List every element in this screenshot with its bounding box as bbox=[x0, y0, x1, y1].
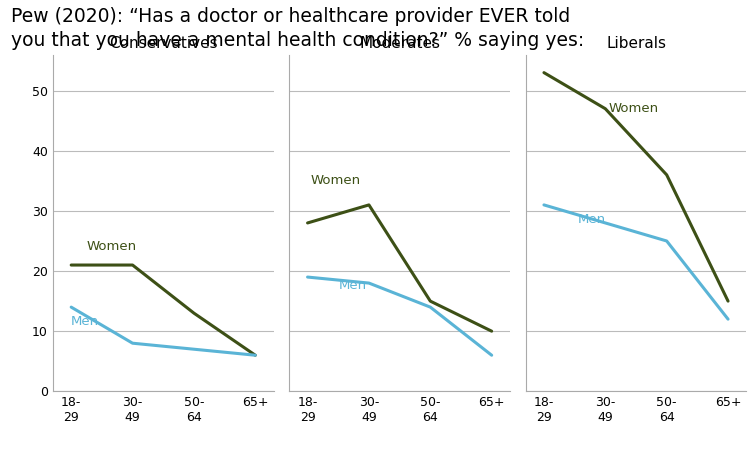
Text: Women: Women bbox=[311, 174, 360, 187]
Title: Moderates: Moderates bbox=[359, 35, 440, 51]
Text: Women: Women bbox=[608, 102, 658, 115]
Title: Liberals: Liberals bbox=[606, 35, 666, 51]
Text: Men: Men bbox=[71, 315, 100, 328]
Text: Pew (2020): “Has a doctor or healthcare provider EVER told
you that you have a m: Pew (2020): “Has a doctor or healthcare … bbox=[11, 7, 584, 50]
Text: Men: Men bbox=[578, 213, 605, 226]
Text: Women: Women bbox=[87, 240, 136, 253]
Text: Men: Men bbox=[339, 279, 366, 292]
Title: Conservatives: Conservatives bbox=[109, 35, 218, 51]
